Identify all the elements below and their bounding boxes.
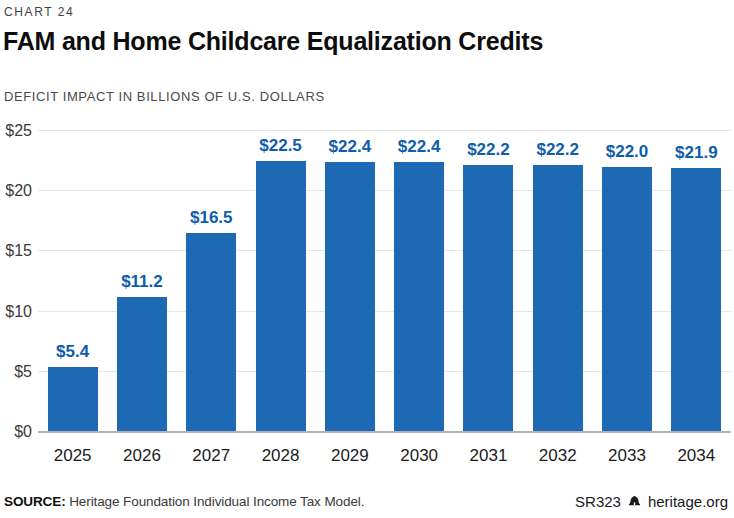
- y-tick-label: $20: [5, 182, 32, 200]
- x-axis-line: [38, 431, 731, 433]
- x-tick-label: 2033: [592, 446, 661, 466]
- bar: [463, 165, 513, 432]
- bar-value-label: $22.0: [606, 142, 649, 162]
- y-tick-label: $5: [14, 363, 32, 381]
- bar-slot: $22.2: [523, 131, 592, 432]
- bar-value-label: $16.5: [190, 208, 233, 228]
- bar: [533, 165, 583, 432]
- bar-value-label: $22.4: [329, 137, 372, 157]
- bar-slot: $16.5: [177, 131, 246, 432]
- bar-slot: $22.5: [246, 131, 315, 432]
- bar-slot: $22.2: [454, 131, 523, 432]
- plot-area: $5.4 $11.2 $16.5 $22.5 $22.4 $22.4 $22.2 $22.2 $…: [38, 131, 731, 432]
- y-axis-tick-labels: $0$5$10$15$20$25: [0, 131, 32, 432]
- report-id: SR323: [575, 493, 621, 510]
- bar-value-label: $22.2: [536, 140, 579, 160]
- bar-slot: $21.9: [662, 131, 731, 432]
- brand-line: SR323 heritage.org: [575, 493, 728, 510]
- bar: [186, 233, 236, 432]
- source-text: Heritage Foundation Individual Income Ta…: [66, 494, 365, 509]
- chart-title: FAM and Home Childcare Equalization Cred…: [3, 27, 543, 56]
- bar: [602, 167, 652, 432]
- bar-series: $5.4 $11.2 $16.5 $22.5 $22.4 $22.4 $22.2 $22.2 $…: [38, 131, 731, 432]
- x-tick-label: 2025: [38, 446, 107, 466]
- bar: [256, 161, 306, 432]
- bar: [117, 297, 167, 432]
- bar-slot: $22.0: [592, 131, 661, 432]
- x-tick-label: 2032: [523, 446, 592, 466]
- bar-value-label: $21.9: [675, 143, 718, 163]
- bar-slot: $11.2: [107, 131, 176, 432]
- y-tick-label: $25: [5, 122, 32, 140]
- bar-value-label: $5.4: [56, 342, 89, 362]
- x-tick-label: 2026: [107, 446, 176, 466]
- chart-page: CHART 24 FAM and Home Childcare Equaliza…: [0, 0, 734, 518]
- bar-slot: $22.4: [384, 131, 453, 432]
- bar: [394, 162, 444, 432]
- bar: [671, 168, 721, 432]
- bar-value-label: $11.2: [121, 272, 163, 292]
- x-tick-label: 2030: [384, 446, 453, 466]
- source-note: SOURCE: Heritage Foundation Individual I…: [4, 494, 364, 509]
- y-tick-label: $0: [14, 423, 32, 441]
- x-tick-label: 2028: [246, 446, 315, 466]
- bar: [48, 367, 98, 432]
- y-tick-label: $15: [5, 242, 32, 260]
- liberty-bell-icon: [627, 494, 642, 509]
- x-tick-label: 2031: [454, 446, 523, 466]
- bar: [325, 162, 375, 432]
- x-axis-tick-labels: 2025202620272028202920302031203220332034: [38, 446, 731, 466]
- bar-value-label: $22.5: [259, 136, 302, 156]
- source-label: SOURCE:: [4, 494, 66, 509]
- x-tick-label: 2034: [662, 446, 731, 466]
- bar-slot: $5.4: [38, 131, 107, 432]
- y-tick-label: $10: [5, 303, 32, 321]
- bar-value-label: $22.2: [467, 140, 510, 160]
- footer: SOURCE: Heritage Foundation Individual I…: [4, 493, 728, 510]
- x-tick-label: 2029: [315, 446, 384, 466]
- bar-value-label: $22.4: [398, 137, 441, 157]
- site-link[interactable]: heritage.org: [648, 493, 728, 510]
- x-tick-label: 2027: [177, 446, 246, 466]
- chart-subtitle: DEFICIT IMPACT IN BILLIONS OF U.S. DOLLA…: [4, 89, 325, 104]
- bar-slot: $22.4: [315, 131, 384, 432]
- chart-kicker: CHART 24: [4, 5, 74, 19]
